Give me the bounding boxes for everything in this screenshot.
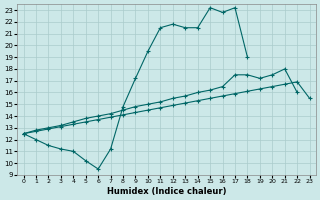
X-axis label: Humidex (Indice chaleur): Humidex (Indice chaleur) [107,187,226,196]
